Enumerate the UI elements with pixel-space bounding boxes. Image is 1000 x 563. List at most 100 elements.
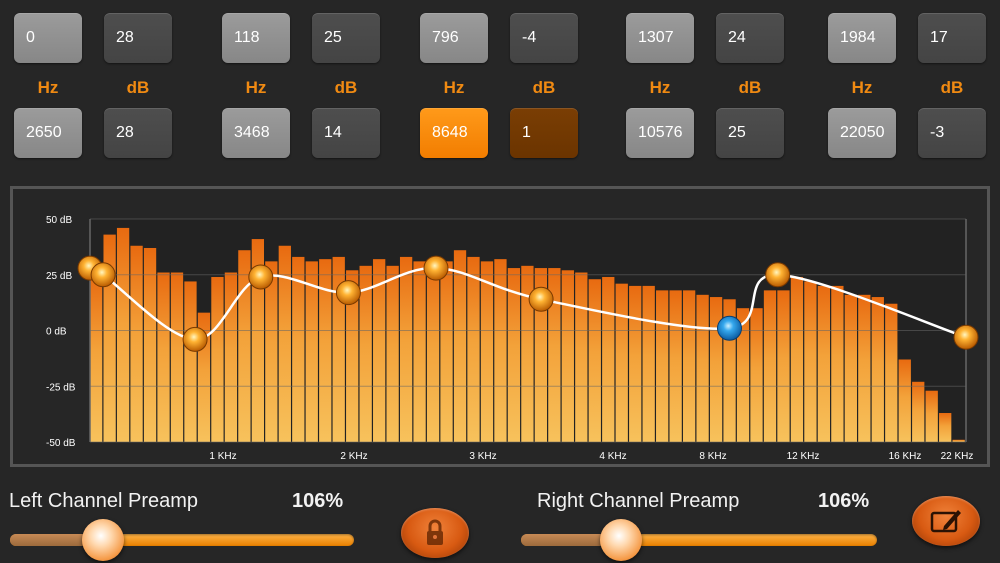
spectrum-bar: [831, 285, 844, 442]
band-gain-input[interactable]: 1: [510, 108, 578, 158]
left-preamp-slider-fill: [10, 534, 103, 546]
lock-icon: [427, 519, 443, 545]
spectrum-bar: [346, 270, 359, 442]
spectrum-bar: [359, 265, 372, 442]
spectrum-bar: [130, 245, 143, 442]
spectrum-bar: [399, 256, 413, 442]
left-preamp-label: Left Channel Preamp: [9, 490, 199, 512]
eq-graph-canvas[interactable]: 50 dB 25 dB 0 dB -25 dB -50 dB 1 KHz 2 KHz 3 KH…: [13, 189, 987, 464]
spectrum-bar: [777, 290, 790, 442]
spectrum-bar: [184, 281, 197, 442]
eq-band-node[interactable]: [717, 315, 742, 341]
eq-band-node[interactable]: [528, 286, 554, 312]
spectrum-bar: [157, 272, 170, 442]
spectrum-bar: [669, 290, 682, 442]
eq-graph[interactable]: 50 dB 25 dB 0 dB -25 dB -50 dB 1 KHz 2 KHz 3 KH…: [10, 186, 990, 467]
right-preamp-slider-fill: [521, 534, 621, 546]
spectrum-bar: [817, 285, 831, 442]
db-unit-label: dB: [126, 78, 150, 97]
spectrum-bar: [90, 274, 103, 442]
spectrum-bar: [682, 290, 696, 442]
band-gain-input[interactable]: 28: [104, 108, 172, 158]
spectrum-bar: [696, 294, 709, 442]
spectrum-bar: [615, 283, 628, 442]
eq-band-node[interactable]: [335, 280, 361, 306]
x-tick-label: 8 KHz: [699, 451, 726, 462]
band-frequency-input[interactable]: 118: [222, 13, 290, 63]
band-frequency-input[interactable]: 10576: [626, 108, 694, 158]
right-preamp-slider[interactable]: [521, 534, 877, 546]
spectrum-bar: [898, 359, 911, 442]
eq-band-node[interactable]: [765, 262, 791, 288]
edit-icon: [930, 510, 961, 533]
spectrum-bar: [467, 256, 480, 442]
band-gain-input[interactable]: 24: [716, 13, 784, 63]
eq-band-node[interactable]: [953, 324, 979, 350]
x-tick-label: 12 KHz: [787, 451, 820, 462]
spectrum-bar: [871, 297, 884, 442]
band-gain-input[interactable]: 14: [312, 108, 380, 158]
spectrum-bar: [251, 239, 264, 442]
band-frequency-input[interactable]: 8648: [420, 108, 488, 158]
y-tick-label: 50 dB: [46, 215, 72, 226]
band-frequency-input[interactable]: 22050: [828, 108, 896, 158]
band-frequency-input[interactable]: 2650: [14, 108, 82, 158]
spectrum-bar: [656, 290, 669, 442]
spectrum-bar: [292, 256, 305, 442]
x-tick-label: 2 KHz: [340, 451, 367, 462]
hz-unit-label: Hz: [649, 78, 671, 97]
band-gain-input[interactable]: 17: [918, 13, 986, 63]
band-frequency-input[interactable]: 3468: [222, 108, 290, 158]
spectrum-bar: [939, 413, 952, 442]
spectrum-bar: [224, 272, 238, 442]
right-preamp-label: Right Channel Preamp: [537, 490, 740, 512]
db-unit-label: dB: [334, 78, 358, 97]
spectrum-bar: [265, 261, 278, 442]
band-frequency-input[interactable]: 1984: [828, 13, 896, 63]
spectrum-bar: [116, 227, 130, 442]
left-preamp-slider[interactable]: [10, 534, 354, 546]
spectrum-bar: [750, 308, 763, 442]
band-gain-input[interactable]: 25: [716, 108, 784, 158]
spectrum-bar: [602, 276, 615, 442]
spectrum-bar: [211, 276, 224, 442]
eq-band-node[interactable]: [423, 255, 449, 281]
left-preamp-slider-thumb[interactable]: [81, 519, 124, 561]
band-frequency-input[interactable]: 796: [420, 13, 488, 63]
spectrum-bar: [305, 261, 318, 442]
band-gain-input[interactable]: 28: [104, 13, 172, 63]
eq-band-node[interactable]: [248, 264, 274, 290]
right-preamp-slider-thumb[interactable]: [599, 519, 642, 561]
spectrum-bar: [534, 268, 548, 442]
left-preamp-value: 106%: [292, 490, 344, 512]
x-tick-label: 1 KHz: [209, 451, 236, 462]
spectrum-bar: [952, 439, 965, 442]
spectrum-bar: [548, 268, 561, 442]
spectrum-bar: [521, 265, 534, 442]
edit-button[interactable]: [912, 496, 980, 546]
spectrum-bar: [629, 285, 642, 442]
spectrum-bar: [319, 259, 332, 442]
eq-band-fields: 0 28 118 25 796 -4 1307 24 1984 17 2650 28 3468 14 864…: [0, 0, 1000, 180]
spectrum-bar: [426, 263, 440, 442]
spectrum-bar: [143, 247, 157, 442]
hz-unit-label: Hz: [443, 78, 465, 97]
hz-unit-label: Hz: [245, 78, 267, 97]
y-tick-label: -50 dB: [46, 438, 76, 449]
y-tick-label: 0 dB: [46, 327, 67, 338]
hz-unit-label: Hz: [851, 78, 873, 97]
y-tick-label: 25 dB: [46, 271, 72, 282]
eq-band-node[interactable]: [90, 262, 116, 288]
band-gain-input[interactable]: -4: [510, 13, 578, 63]
eq-band-node[interactable]: [182, 326, 208, 352]
spectrum-bar: [453, 250, 467, 442]
lock-button[interactable]: [401, 508, 469, 558]
band-frequency-input[interactable]: 1307: [626, 13, 694, 63]
right-preamp-value: 106%: [818, 490, 870, 512]
spectrum-bar: [561, 270, 574, 442]
spectrum-bar: [494, 259, 507, 442]
spectrum-bar: [642, 285, 655, 442]
band-gain-input[interactable]: -3: [918, 108, 986, 158]
band-frequency-input[interactable]: 0: [14, 13, 82, 63]
band-gain-input[interactable]: 25: [312, 13, 380, 63]
